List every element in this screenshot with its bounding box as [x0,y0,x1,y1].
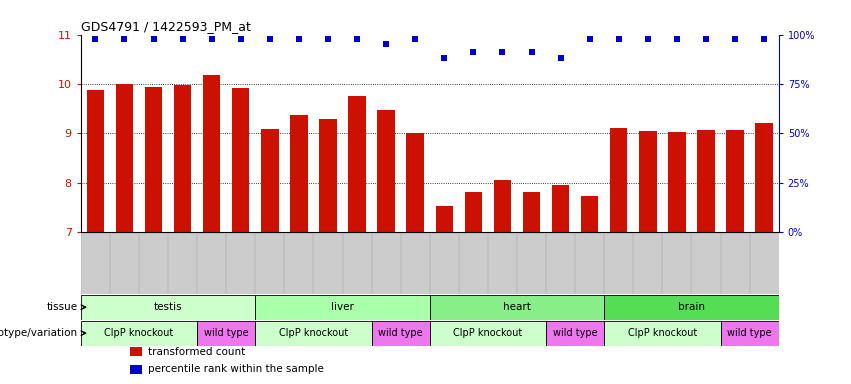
Bar [145,88,163,232]
Text: brain: brain [678,302,705,312]
Bar [203,75,220,232]
Bar [551,185,569,232]
Text: wild type: wild type [553,328,597,338]
Bar [129,347,142,356]
Text: percentile rank within the sample: percentile rank within the sample [148,364,323,374]
Bar [494,180,511,232]
Bar [436,206,453,232]
Bar [639,131,657,232]
Bar [232,88,249,232]
Bar [174,85,191,232]
Bar [610,127,627,232]
Bar [378,110,395,232]
Bar [697,130,715,232]
Bar [581,196,598,232]
Bar [81,295,255,319]
Bar [604,295,779,319]
Bar [129,364,142,374]
Bar [116,84,133,232]
Bar [348,96,366,232]
Bar [721,321,779,346]
Bar [197,321,255,346]
Bar [407,134,424,232]
Text: ClpP knockout: ClpP knockout [628,328,697,338]
Bar [319,119,337,232]
Text: tissue: tissue [46,302,77,312]
Bar [430,321,546,346]
Text: wild type: wild type [204,328,248,338]
Text: heart: heart [503,302,531,312]
Bar [87,90,104,232]
Bar [465,192,482,232]
Bar [372,321,430,346]
Bar [546,321,604,346]
Bar [604,321,721,346]
Bar [430,295,604,319]
Bar [756,122,773,232]
Text: transformed count: transformed count [148,347,245,357]
Bar [81,321,197,346]
Bar [668,131,686,232]
Bar [290,115,308,232]
Text: ClpP knockout: ClpP knockout [279,328,348,338]
Bar [261,129,278,232]
Bar [523,192,540,232]
Text: wild type: wild type [379,328,423,338]
Text: ClpP knockout: ClpP knockout [454,328,523,338]
Text: wild type: wild type [728,328,772,338]
Bar [255,321,372,346]
Bar [255,295,430,319]
Text: genotype/variation: genotype/variation [0,328,77,338]
Text: GDS4791 / 1422593_PM_at: GDS4791 / 1422593_PM_at [81,20,251,33]
Text: ClpP knockout: ClpP knockout [105,328,174,338]
Bar [727,129,744,232]
Text: liver: liver [331,302,354,312]
Text: testis: testis [154,302,182,312]
